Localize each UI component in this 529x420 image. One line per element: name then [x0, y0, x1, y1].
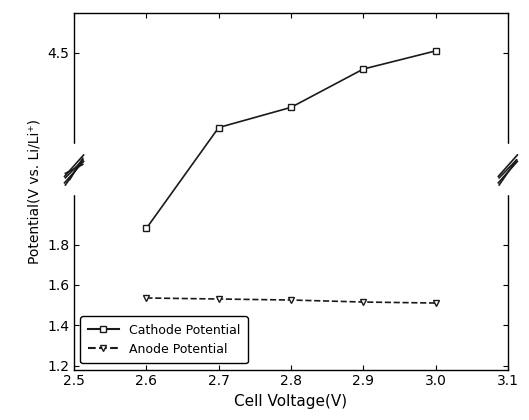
- Anode Potential: [288, 297, 294, 302]
- Bar: [57, 144, 78, 194]
- Cathode Potential: [215, 125, 222, 130]
- Anode Potential: [215, 297, 222, 302]
- Anode Potential: [432, 301, 439, 306]
- Cathode Potential: [360, 66, 367, 71]
- Cathode Potential: [143, 226, 150, 231]
- Legend: Cathode Potential, Anode Potential: Cathode Potential, Anode Potential: [80, 316, 248, 363]
- X-axis label: Cell Voltage(V): Cell Voltage(V): [234, 394, 348, 409]
- Y-axis label: Potential(V vs. Li/Li⁺): Potential(V vs. Li/Li⁺): [28, 118, 41, 264]
- Line: Cathode Potential: Cathode Potential: [143, 47, 439, 232]
- Bar: [504, 144, 525, 194]
- Cathode Potential: [432, 48, 439, 53]
- Anode Potential: [360, 299, 367, 304]
- Cathode Potential: [288, 105, 294, 110]
- Anode Potential: [143, 296, 150, 301]
- Line: Anode Potential: Anode Potential: [143, 294, 439, 307]
